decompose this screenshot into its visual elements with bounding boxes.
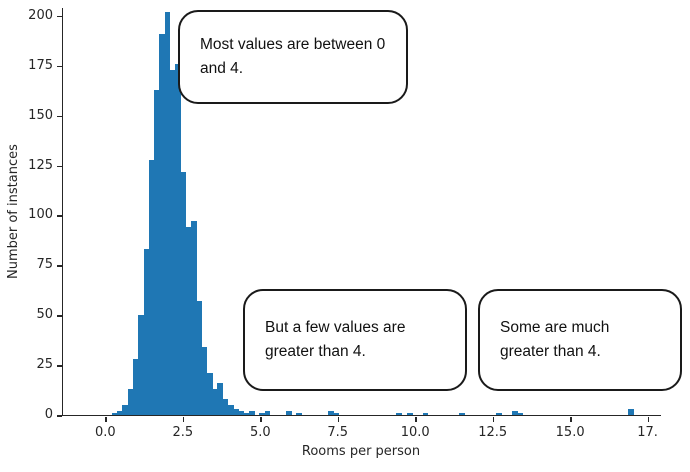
histogram-bar — [233, 409, 239, 415]
x-tick-label: 2.5 — [172, 425, 194, 440]
histogram-bar — [422, 413, 429, 415]
histogram-bar — [164, 12, 171, 415]
histogram-bar — [159, 33, 166, 415]
x-tick-label: 10.0 — [400, 425, 430, 440]
x-tick-mark — [337, 416, 340, 422]
histogram-bar — [122, 405, 129, 415]
histogram-bar — [517, 413, 523, 415]
x-tick-label: 7.5 — [327, 425, 349, 440]
callout-most-values: Most values are between 0 and 4. — [178, 10, 408, 104]
x-tick-mark — [415, 416, 417, 422]
histogram-bar — [627, 409, 634, 415]
histogram-bar — [127, 389, 134, 415]
histogram-bar — [264, 411, 271, 415]
histogram-bar — [169, 69, 176, 415]
histogram-bar — [243, 413, 250, 415]
histogram-bar — [222, 399, 229, 415]
x-tick-mark — [570, 416, 572, 422]
histogram-bar — [217, 383, 224, 415]
histogram-bar — [206, 373, 213, 415]
histogram-bar — [248, 411, 255, 415]
histogram-bar — [201, 347, 208, 415]
x-tick-mark — [105, 416, 107, 422]
histogram-bar — [327, 411, 334, 415]
histogram-bar — [185, 227, 192, 415]
histogram-bar — [396, 413, 403, 415]
histogram-bar — [333, 413, 339, 415]
histogram-bar — [148, 159, 155, 415]
histogram-bar — [138, 315, 145, 415]
histogram-bar — [154, 89, 160, 415]
callout-much-greater-text: Some are much greater than 4. — [500, 318, 610, 360]
y-axis-label: Number of instances — [6, 144, 21, 279]
histogram-bar — [496, 413, 502, 415]
histogram-bar — [212, 389, 218, 415]
x-tick-label: 17. — [637, 425, 658, 440]
histogram-bar — [196, 301, 202, 415]
histogram-bar — [511, 411, 518, 415]
x-tick-mark — [182, 416, 185, 422]
x-tick-label: 12.5 — [478, 425, 508, 440]
histogram-bar — [227, 405, 234, 415]
callout-much-greater: Some are much greater than 4. — [478, 289, 682, 391]
histogram-bar — [133, 359, 139, 415]
callout-most-values-text: Most values are between 0 and 4. — [200, 35, 386, 77]
x-tick-mark — [260, 416, 262, 422]
x-tick-mark — [647, 416, 650, 422]
x-tick-label: 15.0 — [555, 425, 585, 440]
callout-few-values-greater-text: But a few values are greater than 4. — [265, 318, 406, 360]
histogram-bar — [406, 413, 413, 415]
x-axis-label: Rooms per person — [301, 444, 421, 459]
x-tick-label: 5.0 — [249, 425, 271, 440]
histogram-bar — [459, 413, 466, 415]
histogram-bar — [259, 413, 266, 415]
x-tick-label: 0.0 — [95, 425, 116, 440]
plot-area — [62, 8, 661, 416]
callout-few-values-greater: But a few values are greater than 4. — [243, 289, 467, 391]
histogram-bar — [143, 249, 150, 415]
histogram-bar — [117, 411, 123, 415]
histogram-bar — [285, 411, 292, 415]
histogram-bar — [180, 171, 187, 415]
histogram-bar — [296, 413, 303, 415]
x-tick-mark — [492, 416, 495, 422]
histogram-bar — [190, 221, 197, 415]
histogram-bar — [111, 413, 118, 415]
histogram-bar — [238, 411, 245, 415]
histogram-bar — [175, 63, 181, 415]
